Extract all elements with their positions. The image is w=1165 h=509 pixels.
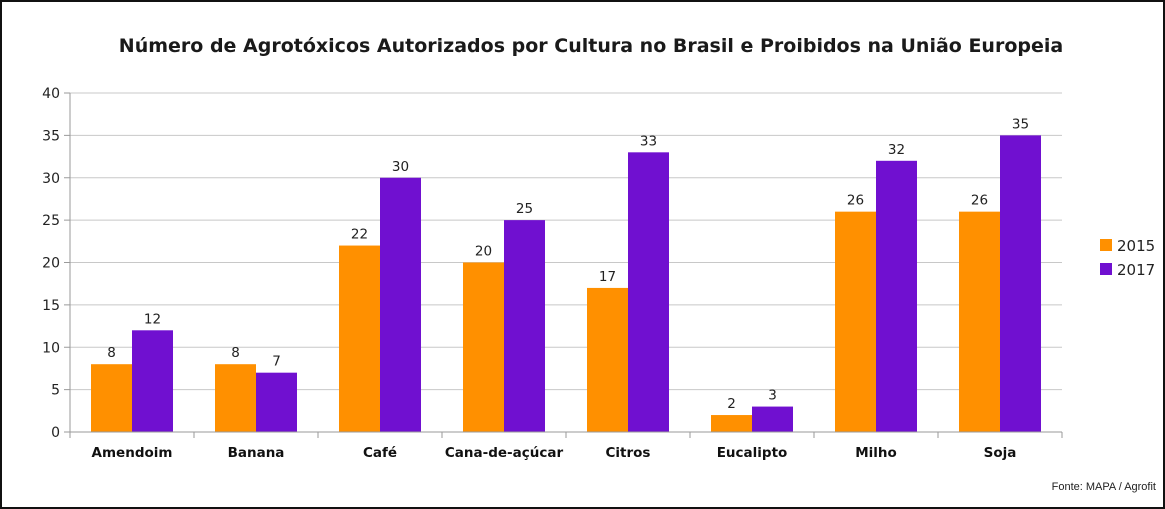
- data-label-2017-Milho: 32: [888, 142, 905, 158]
- bar-2015-Soja: [959, 211, 1000, 432]
- y-tick-label: 20: [42, 256, 60, 272]
- bar-2017-Cana-de-açúcar: [504, 220, 545, 432]
- legend-swatch-2017: [1100, 263, 1112, 275]
- data-label-2017-Banana: 7: [272, 354, 281, 370]
- x-category-label: Citros: [606, 445, 651, 461]
- axes: [69, 93, 1062, 433]
- bar-2017-Banana: [256, 372, 297, 432]
- bar-2017-Citros: [628, 152, 669, 432]
- y-axis-ticks: 0 5 10 15 20 25 30 35 40: [42, 86, 70, 441]
- data-label-2017-Soja: 35: [1012, 116, 1029, 132]
- data-label-2017-Citros: 33: [640, 133, 657, 149]
- bar-2015-Citros: [587, 287, 628, 432]
- y-tick-label: 10: [42, 340, 60, 356]
- legend: 2015 2017: [1100, 237, 1155, 279]
- chart-title: Número de Agrotóxicos Autorizados por Cu…: [119, 35, 1063, 57]
- bar-2015-Cana-de-açúcar: [463, 262, 504, 432]
- y-tick-label: 15: [42, 298, 60, 314]
- bar-2017-Café: [380, 177, 421, 432]
- y-tick-label: 30: [42, 171, 60, 187]
- y-tick-label: 40: [42, 86, 60, 102]
- x-axis-categories: Amendoim Banana Café Cana-de-açúcar Citros Eu…: [69, 432, 1063, 461]
- x-category-label: Amendoim: [92, 445, 173, 461]
- bars: [91, 135, 1041, 433]
- data-label-2017-Café: 30: [392, 159, 409, 175]
- data-label-2015-Amendoim: 8: [107, 345, 116, 361]
- data-label-2015-Banana: 8: [231, 345, 240, 361]
- data-label-2015-Citros: 17: [599, 269, 616, 285]
- y-tick-label: 5: [51, 383, 60, 399]
- x-category-label: Café: [363, 445, 397, 461]
- x-category-label: Banana: [228, 445, 285, 461]
- source-note: Fonte: MAPA / Agrofit: [1052, 481, 1156, 493]
- data-label-2015-Café: 22: [351, 227, 368, 243]
- bar-2015-Milho: [835, 211, 876, 432]
- bar-2017-Eucalipto: [752, 406, 793, 432]
- data-label-2017-Eucalipto: 3: [768, 388, 777, 404]
- bar-2017-Amendoim: [132, 330, 173, 432]
- data-label-2015-Cana-de-açúcar: 20: [475, 244, 492, 260]
- bar-2015-Banana: [215, 364, 256, 432]
- x-category-label: Milho: [855, 445, 897, 461]
- bar-2015-Amendoim: [91, 364, 132, 432]
- y-tick-label: 25: [42, 213, 60, 229]
- data-label-2015-Eucalipto: 2: [727, 396, 736, 412]
- y-tick-label: 0: [51, 425, 60, 441]
- bar-2017-Soja: [1000, 135, 1041, 432]
- x-category-label: Soja: [984, 445, 1017, 461]
- data-labels: 8 12 8 7 22 30 20 25 17 33 2 3 26 32 26 35: [107, 116, 1029, 412]
- data-label-2017-Cana-de-açúcar: 25: [516, 201, 533, 217]
- bar-2017-Milho: [876, 160, 917, 433]
- bar-2015-Café: [339, 245, 380, 432]
- data-label-2015-Milho: 26: [847, 193, 864, 209]
- legend-swatch-2015: [1100, 239, 1112, 251]
- data-label-2017-Amendoim: 12: [144, 311, 161, 327]
- legend-label-2015: 2015: [1117, 237, 1155, 255]
- x-category-label: Cana-de-açúcar: [445, 445, 564, 461]
- y-tick-label: 35: [42, 128, 60, 144]
- legend-label-2017: 2017: [1117, 261, 1155, 279]
- data-label-2015-Soja: 26: [971, 193, 988, 209]
- x-category-label: Eucalipto: [717, 445, 788, 461]
- bar-2015-Eucalipto: [711, 415, 752, 432]
